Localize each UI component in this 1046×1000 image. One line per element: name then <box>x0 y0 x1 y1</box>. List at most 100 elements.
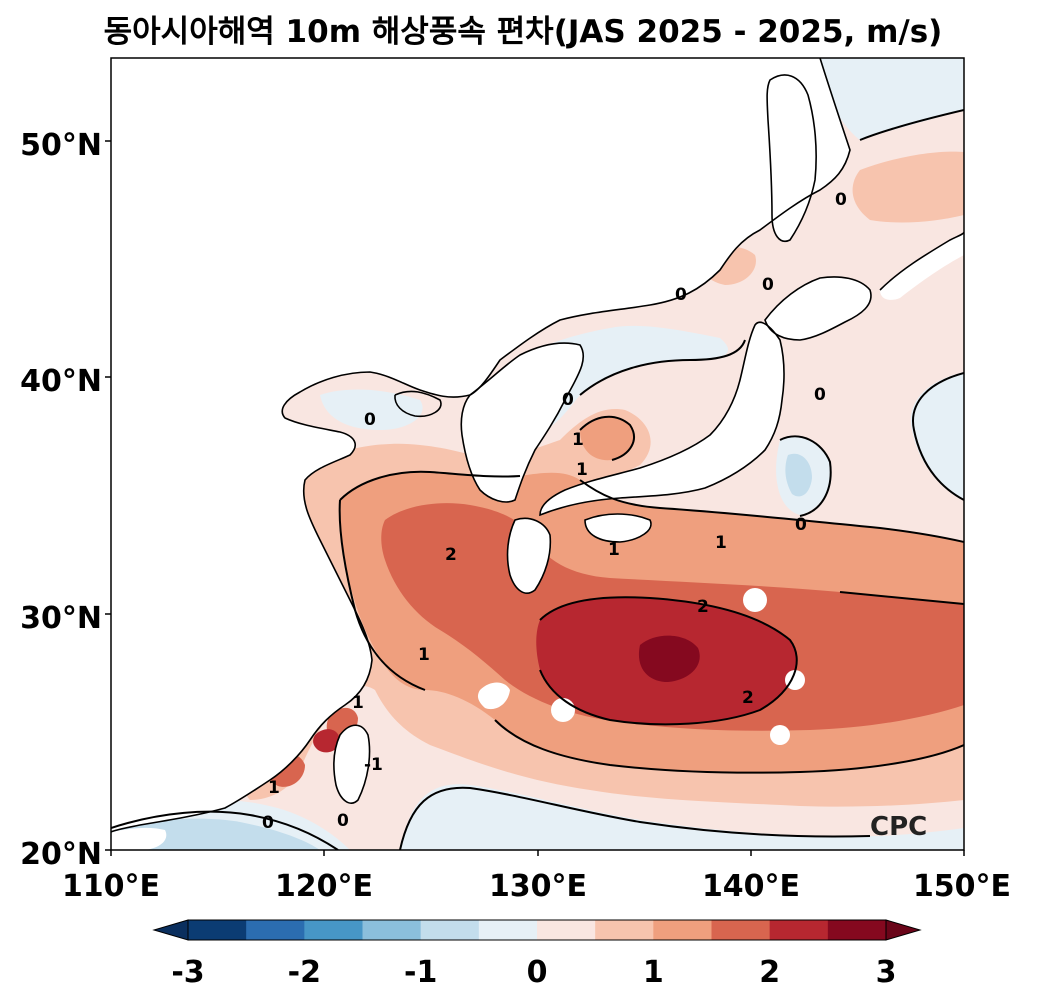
field-pos-band5 <box>638 635 700 682</box>
contour-one-korea <box>579 415 635 461</box>
contour-one-west <box>338 499 426 691</box>
field-neg-japan2 <box>785 453 812 497</box>
x-tick-label: 120°E <box>275 869 373 904</box>
contour-zero-south2 <box>399 786 871 850</box>
y-axis-ticks: 20°N 30°N 40°N 50°N <box>20 128 102 872</box>
contour-label: 1 <box>715 533 727 553</box>
coast-sakhalin <box>766 74 817 242</box>
colorbar-tick-label: -2 <box>288 955 321 990</box>
x-axis-ticks: 110°E 120°E 130°E 140°E 150°E <box>62 869 1011 904</box>
contour-label: 0 <box>762 275 774 295</box>
y-tick-label: 20°N <box>20 837 102 872</box>
coast-taiwan <box>333 724 371 804</box>
contour-label: -1 <box>364 755 383 775</box>
land-hainan-edge <box>111 827 167 850</box>
coast-shikoku <box>584 513 652 543</box>
colorbar-swatch <box>304 920 363 940</box>
field-pos-band4b <box>313 729 340 753</box>
colorbar-swatch <box>711 920 771 940</box>
land-china <box>111 58 850 832</box>
contour-zero-south <box>111 810 339 850</box>
coastlines <box>111 58 964 833</box>
contour-label: 1 <box>268 778 280 798</box>
land-kamchatka-edge <box>880 232 964 300</box>
colorbar-swatch <box>595 920 654 940</box>
colorbar-swatch <box>478 920 538 940</box>
land-japan-kyushu <box>507 518 551 594</box>
contour-label-group: 0 0 0 0 0 0 0 0 0 1 1 1 1 1 1 1 2 2 2 -1 <box>262 190 847 833</box>
contour-label: 0 <box>675 285 687 305</box>
coast-kyushu <box>506 517 552 594</box>
x-tick-label: 130°E <box>489 869 587 904</box>
contour-zero-east <box>912 372 964 501</box>
contour-zero-japan <box>779 435 832 517</box>
colorbar-tick-label: -3 <box>171 955 204 990</box>
contour-label: 2 <box>697 597 709 617</box>
colorbar-extend-low <box>152 919 189 941</box>
colorbar-tick-label: 1 <box>643 955 664 990</box>
colorbar-swatch <box>653 920 712 940</box>
colorbar-swatch <box>246 920 305 940</box>
land-japan-honshu <box>540 322 785 515</box>
land-island4 <box>770 725 790 745</box>
colorbar-swatch <box>420 920 480 940</box>
contour-label: 2 <box>742 688 754 708</box>
coast-korea <box>460 342 585 503</box>
anomaly-field: 0 0 0 0 0 0 0 0 0 1 1 1 1 1 1 1 2 2 2 -1… <box>111 58 964 850</box>
x-tick-label: 150°E <box>913 869 1011 904</box>
land-japan-shikoku <box>585 514 651 542</box>
contour-label: 0 <box>364 410 376 430</box>
colorbar-extend-high <box>885 919 922 941</box>
contour-two <box>539 596 798 726</box>
colorbar-swatch <box>188 920 247 940</box>
colorbar-tick-label: 0 <box>527 955 548 990</box>
contour-zero-north <box>859 109 964 141</box>
field-pos-band2b <box>580 416 634 461</box>
coast-kamchatka <box>879 231 964 291</box>
contour-label: 1 <box>608 540 620 560</box>
field-pos-north1 <box>852 151 964 223</box>
contour-zero-korea <box>579 339 746 396</box>
watermark: CPC <box>870 812 927 842</box>
x-tick-label: 110°E <box>62 869 160 904</box>
colorbar-tick-label: 3 <box>876 955 897 990</box>
contour-label: 0 <box>337 811 349 831</box>
axis-tick-marks <box>105 140 965 856</box>
land-hokkaido <box>765 276 871 340</box>
field-neg-east <box>910 372 964 500</box>
land-taiwan <box>333 725 370 804</box>
land-island3 <box>785 670 805 690</box>
contour-one-main <box>339 470 964 543</box>
contour-label: 1 <box>572 430 584 450</box>
y-tick-label: 50°N <box>20 128 102 163</box>
contour-label: 1 <box>352 693 364 713</box>
contour-label: 2 <box>445 545 457 565</box>
colorbar-swatch <box>537 920 596 940</box>
contour-label: 1 <box>576 460 588 480</box>
coast-shandong <box>394 390 442 418</box>
contour-one-south <box>494 719 964 774</box>
colorbar-frame <box>187 919 887 941</box>
contour-label: 1 <box>418 645 430 665</box>
colorbar-tick-label: 2 <box>759 955 780 990</box>
land-korea <box>461 343 584 502</box>
land-island1 <box>743 588 767 612</box>
colorbar-swatch <box>769 920 829 940</box>
land-island2 <box>551 698 575 722</box>
coast-hokkaido <box>764 276 872 341</box>
y-tick-label: 40°N <box>20 364 102 399</box>
coast-china <box>111 58 851 833</box>
colorbar-swatch <box>827 920 887 940</box>
contours <box>111 109 964 850</box>
contour-label: 0 <box>262 813 274 833</box>
contour-label: 0 <box>835 190 847 210</box>
field-neg-bohai <box>320 389 423 430</box>
contour-label: 0 <box>814 385 826 405</box>
contour-one-east <box>839 591 964 605</box>
contour-label: 0 <box>562 390 574 410</box>
land-ryukyu <box>477 682 510 710</box>
contour-label: 0 <box>795 515 807 535</box>
colorbar: -3 -2 -1 0 1 2 3 <box>152 919 922 990</box>
map-title: 동아시아해역 10m 해상풍속 편차(JAS 2025 - 2025, m/s) <box>103 14 943 50</box>
